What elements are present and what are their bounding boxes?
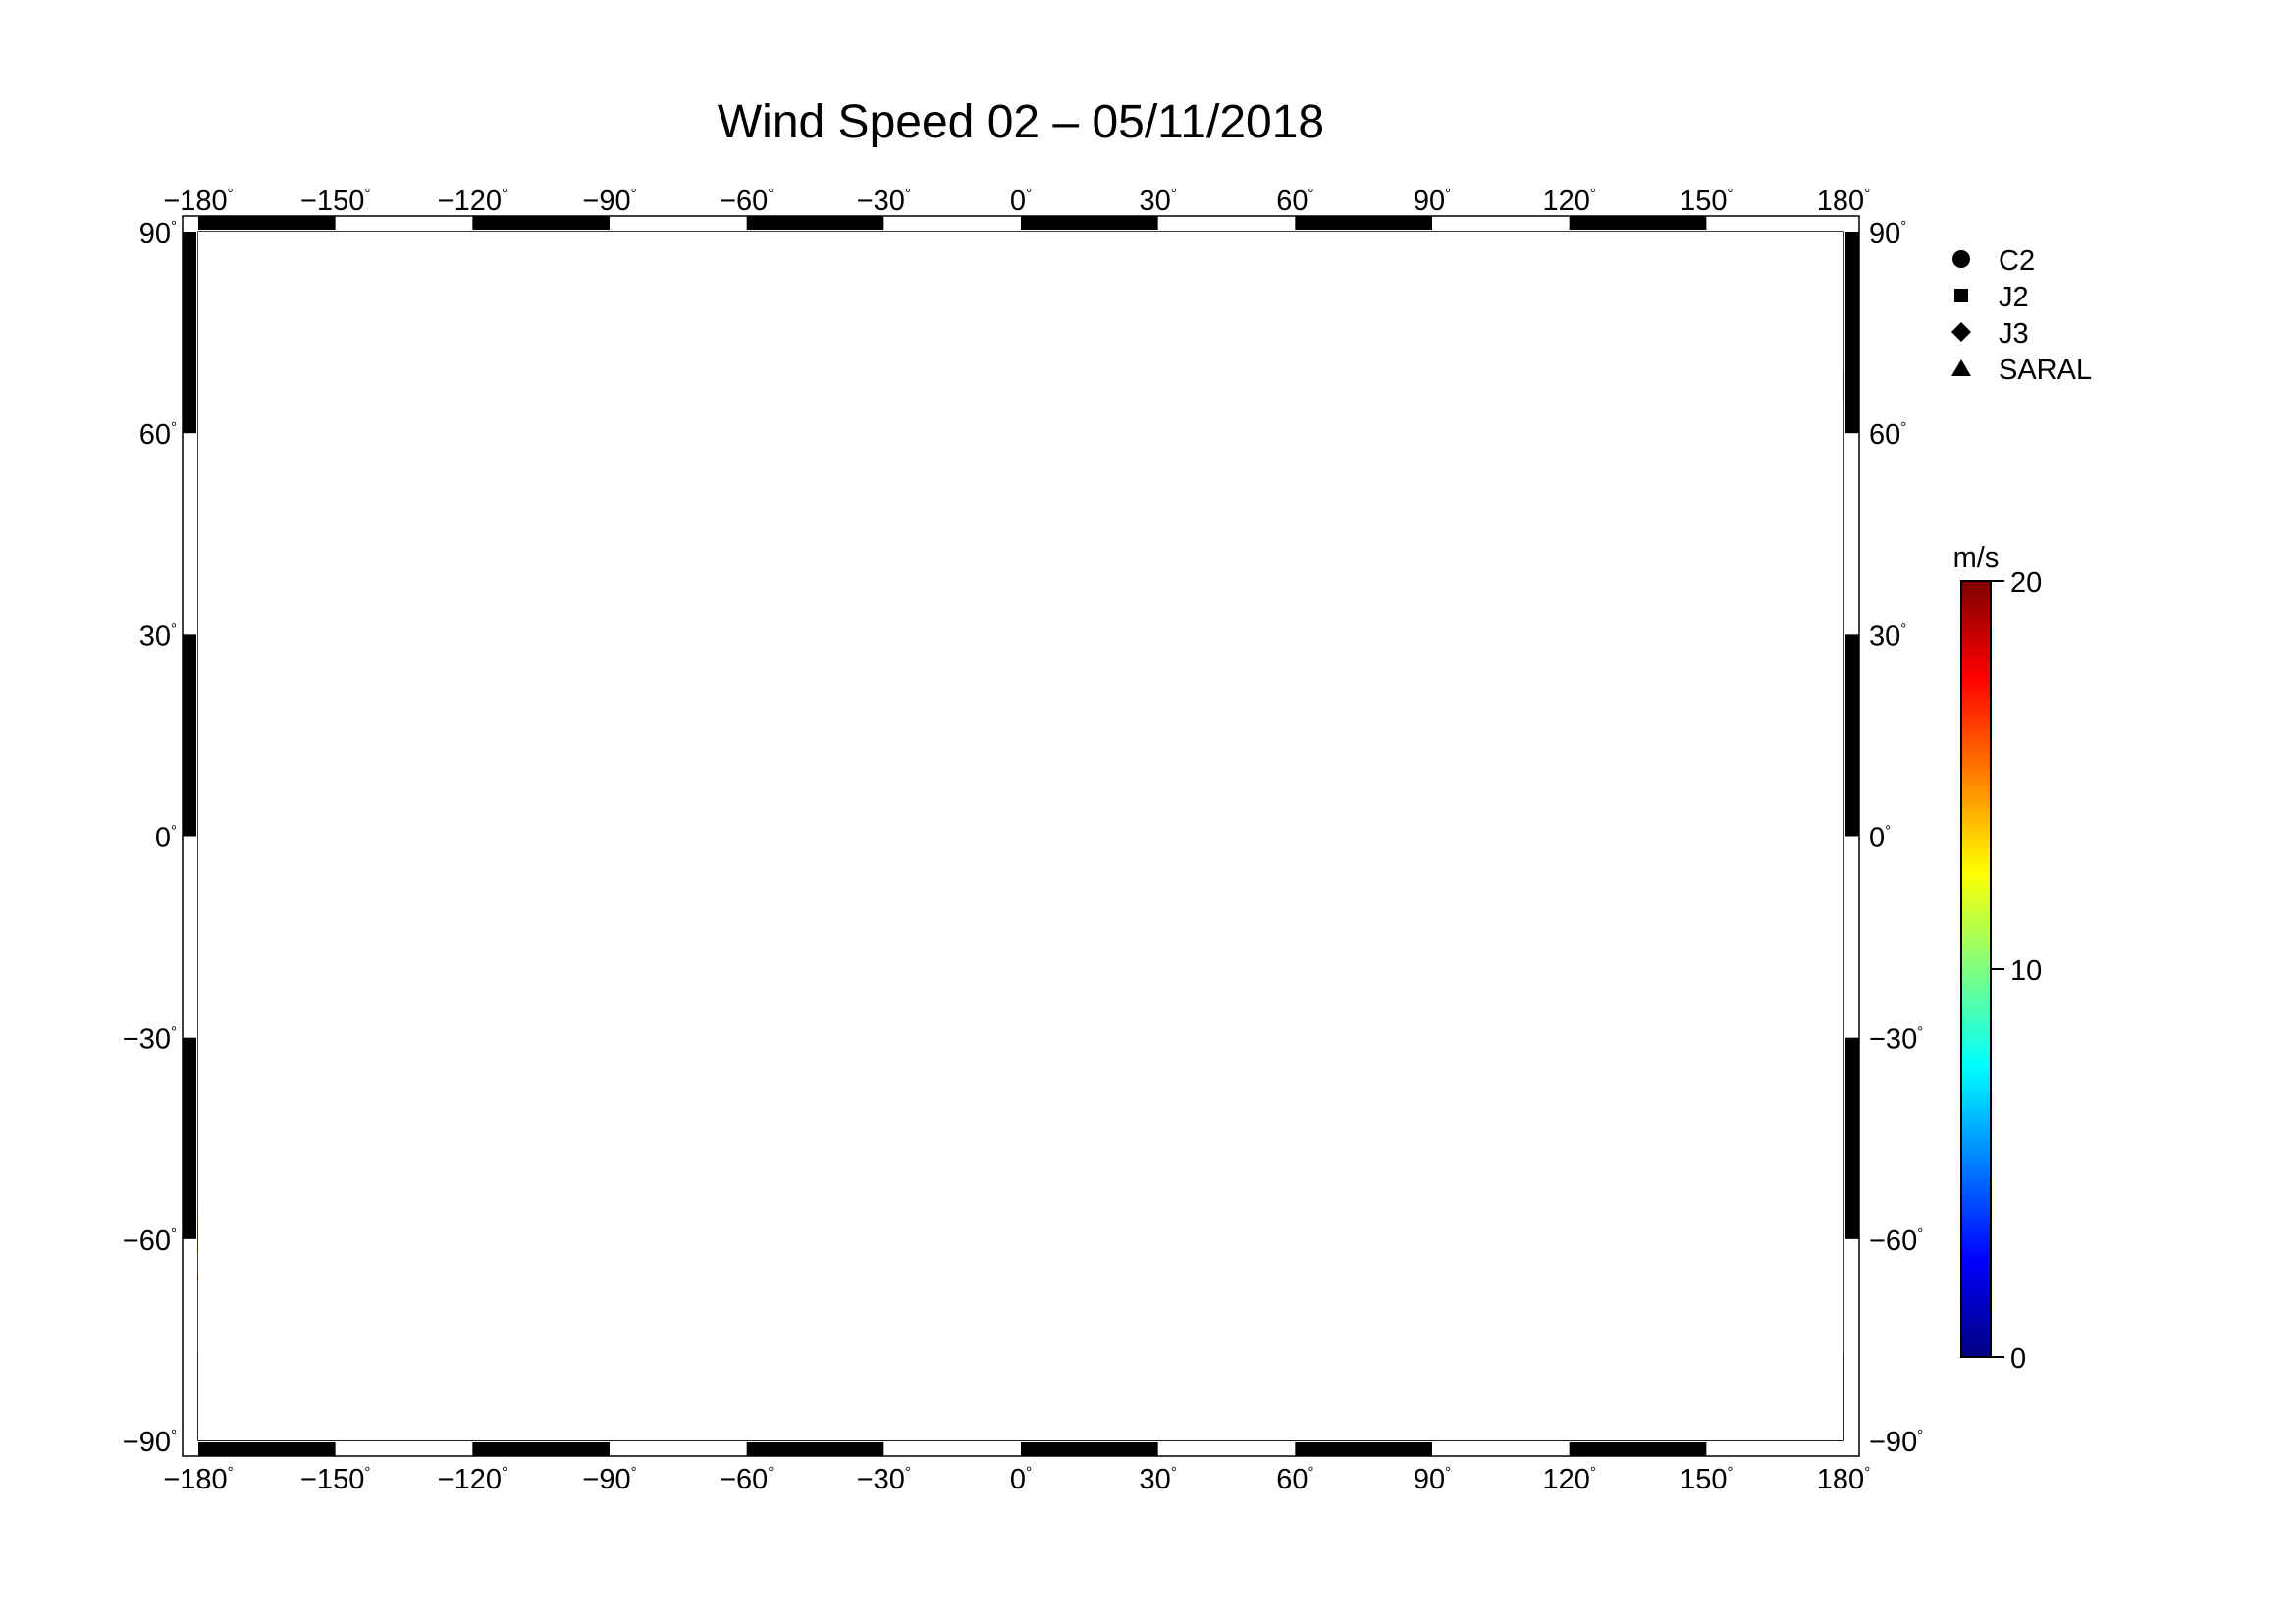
frame-block-top — [198, 216, 336, 230]
axis-tick-labels: −180° −180° −150° −150° −120° −120° −90° −90° −6… — [123, 186, 1923, 1495]
tick-label: 30° — [1140, 1464, 1177, 1495]
tick-label: 0° — [1869, 823, 1891, 854]
tick-label: 120° — [1542, 186, 1595, 217]
legend-label: C2 — [1999, 245, 2035, 277]
frame-block-bottom — [1021, 1442, 1158, 1456]
tick-label: −30° — [857, 186, 911, 217]
frame-block-left — [183, 232, 196, 434]
tick-label: 150° — [1680, 1464, 1733, 1495]
tick-label: 90° — [1414, 1464, 1451, 1495]
frame-block-right — [1845, 1037, 1859, 1239]
colorbar-tick-label: 0 — [2010, 1343, 2026, 1375]
tick-label: 60° — [1276, 186, 1313, 217]
legend-label: SARAL — [1999, 354, 2092, 386]
tick-label: 180° — [1817, 186, 1870, 217]
world-map: −180° −180° −150° −150° −120° −120° −90° −90° −6… — [123, 186, 1923, 1495]
ocean-background — [198, 232, 1843, 1440]
triangle-icon — [1951, 359, 1971, 376]
colorbar-tick-label: 10 — [2010, 955, 2042, 987]
frame-block-top — [1569, 216, 1707, 230]
wind-speed-colorbar: m/s 20 10 0 — [1953, 542, 2043, 1375]
figure-title: Wind Speed 02 – 05/11/2018 — [718, 96, 1324, 148]
tick-label: −90° — [582, 1464, 636, 1495]
tick-label: −60° — [1869, 1225, 1923, 1257]
tick-label: −60° — [123, 1225, 177, 1257]
tick-label: −150° — [300, 1464, 370, 1495]
square-icon — [1954, 289, 1968, 302]
tick-label: 0° — [1010, 1464, 1032, 1495]
frame-block-right — [1845, 634, 1859, 837]
colorbar-tick-label: 20 — [2010, 568, 2042, 599]
tick-label: 30° — [1869, 621, 1906, 652]
tick-label: 120° — [1542, 1464, 1595, 1495]
legend-label: J3 — [1999, 318, 2029, 350]
colorbar-ticks: 20 10 0 — [1991, 568, 2042, 1375]
frame-block-bottom — [1569, 1442, 1707, 1456]
tick-label: −60° — [720, 1464, 774, 1495]
tick-label: 150° — [1680, 186, 1733, 217]
frame-block-top — [1295, 216, 1432, 230]
frame-block-bottom — [198, 1442, 336, 1456]
diamond-icon — [1951, 322, 1971, 342]
tick-label: 90° — [1414, 186, 1451, 217]
tick-label: −60° — [720, 186, 774, 217]
frame-block-left — [183, 1037, 196, 1239]
tick-label: 90° — [1869, 218, 1906, 249]
tick-label: −180° — [163, 186, 233, 217]
tick-label: 90° — [139, 218, 177, 249]
tick-label: 30° — [1140, 186, 1177, 217]
tick-label: −90° — [123, 1427, 177, 1458]
tick-label: −90° — [1869, 1427, 1923, 1458]
tick-label: −30° — [123, 1024, 177, 1055]
tick-label: −120° — [438, 186, 507, 217]
circle-icon — [1952, 250, 1970, 268]
tick-label: −180° — [163, 1464, 233, 1495]
tick-label: −150° — [300, 186, 370, 217]
frame-block-bottom — [746, 1442, 884, 1456]
colorbar-unit-label: m/s — [1953, 542, 2000, 573]
tick-label: −120° — [438, 1464, 507, 1495]
tick-label: 0° — [1010, 186, 1032, 217]
frame-block-top — [472, 216, 610, 230]
tick-label: 60° — [139, 419, 177, 451]
frame-block-top — [1021, 216, 1158, 230]
frame-block-top — [746, 216, 884, 230]
colorbar-gradient — [1960, 580, 1992, 1358]
legend-label: J2 — [1999, 282, 2029, 313]
frame-block-bottom — [472, 1442, 610, 1456]
map-frame — [182, 215, 1860, 1457]
tick-label: 0° — [155, 823, 177, 854]
tick-label: −90° — [582, 186, 636, 217]
satellite-legend: C2 J2 J3 SARAL — [1951, 245, 2092, 386]
tick-label: 180° — [1817, 1464, 1870, 1495]
frame-block-bottom — [1295, 1442, 1432, 1456]
frame-block-left — [183, 634, 196, 837]
tick-label: 60° — [1869, 419, 1906, 451]
tick-label: −30° — [1869, 1024, 1923, 1055]
frame-block-right — [1845, 232, 1859, 434]
tick-label: 30° — [139, 621, 177, 652]
tick-label: 60° — [1276, 1464, 1313, 1495]
tick-label: −30° — [857, 1464, 911, 1495]
